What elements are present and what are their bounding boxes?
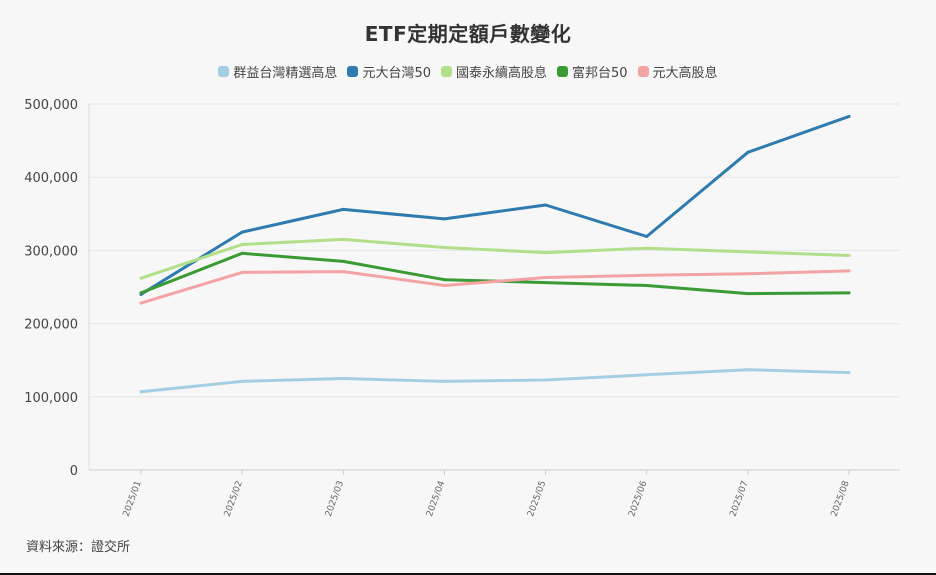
data-point (442, 379, 446, 383)
series-line (139, 269, 851, 305)
data-point (847, 291, 851, 295)
y-tick-label: 200,000 (24, 318, 78, 333)
data-point (847, 371, 851, 375)
legend-label: 群益台灣精選高息 (233, 66, 338, 81)
legend-label: 元大高股息 (652, 66, 718, 81)
source-note: 資料來源：證交所 (26, 540, 131, 555)
data-point (341, 237, 345, 241)
data-point (240, 243, 244, 247)
data-point (645, 234, 649, 238)
data-point (544, 281, 548, 285)
data-point (442, 217, 446, 221)
data-point (544, 275, 548, 279)
data-point (746, 368, 750, 372)
data-point (847, 114, 851, 118)
legend-item[interactable]: 富邦台50 (557, 62, 628, 81)
data-point (544, 203, 548, 207)
legend-item[interactable]: 元大高股息 (637, 62, 718, 81)
y-tick-label: 400,000 (24, 171, 78, 186)
y-tick-label: 500,000 (24, 98, 78, 113)
legend-swatch (347, 66, 359, 77)
chart-title: ETF定期定額戶數變化 (364, 22, 572, 46)
y-tick-label: 300,000 (24, 244, 78, 259)
x-tick-label: 2025/06 (627, 479, 649, 518)
data-point (544, 251, 548, 255)
x-tick-label: 2025/08 (830, 479, 852, 518)
series-line (139, 237, 851, 280)
series-line (139, 114, 851, 296)
data-point (139, 291, 143, 295)
x-tick-label: 2025/07 (728, 480, 750, 519)
data-point (442, 245, 446, 249)
x-tick-label: 2025/01 (122, 480, 144, 519)
data-point (746, 250, 750, 254)
data-point (645, 373, 649, 377)
data-point (746, 292, 750, 296)
legend-label: 國泰永續高股息 (455, 66, 547, 81)
data-point (139, 301, 143, 305)
legend: 群益台灣精選高息 元大台灣50 國泰永續高股息 富邦台50 元大高股息 (0, 62, 936, 81)
legend-swatch (557, 66, 568, 77)
data-point (645, 284, 649, 288)
line-chart: 0 100,000 200,000 300,000 400,000 500,000 2025… (24, 98, 900, 519)
data-point (442, 284, 446, 288)
x-tick-label: 2025/03 (324, 480, 346, 519)
data-point (544, 378, 548, 382)
series-line (139, 368, 851, 394)
data-point (746, 150, 750, 154)
data-point (240, 270, 244, 274)
legend-swatch (440, 66, 452, 77)
data-point (240, 379, 244, 383)
data-point (847, 269, 851, 273)
x-tick-label: 2025/05 (526, 480, 548, 519)
y-tick-label: 0 (70, 464, 78, 479)
legend-label: 富邦台50 (572, 66, 628, 81)
y-tick-label: 100,000 (24, 391, 78, 406)
data-point (341, 377, 345, 380)
data-point (240, 230, 244, 234)
legend-label: 元大台灣50 (362, 66, 431, 81)
data-point (341, 259, 345, 263)
legend-item[interactable]: 群益台灣精選高息 (218, 62, 337, 81)
legend-swatch (218, 66, 230, 77)
data-point (847, 254, 851, 258)
data-point (139, 276, 143, 280)
data-point (341, 207, 345, 211)
data-point (645, 273, 649, 277)
legend-swatch (637, 66, 649, 77)
data-point (139, 390, 143, 394)
data-point (645, 246, 649, 250)
legend-item[interactable]: 元大台灣50 (347, 62, 431, 81)
x-tick-label: 2025/04 (425, 479, 447, 518)
legend-item[interactable]: 國泰永續高股息 (440, 62, 547, 81)
data-point (240, 251, 244, 255)
data-point (746, 272, 750, 276)
data-point (341, 270, 345, 274)
data-point (442, 278, 446, 282)
x-tick-label: 2025/02 (223, 480, 245, 519)
